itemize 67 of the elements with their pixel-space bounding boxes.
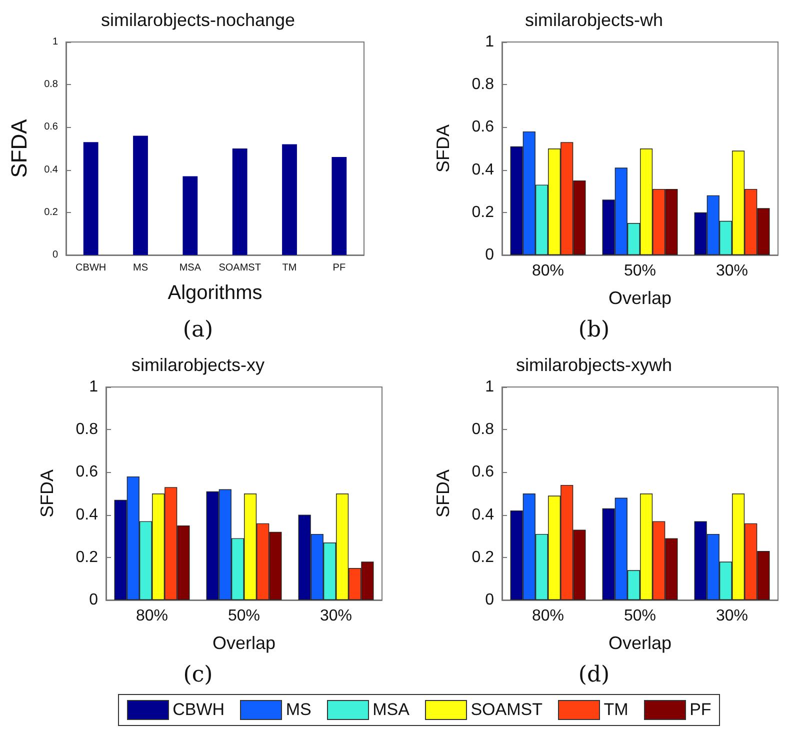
y-axis-title: SFDA	[433, 124, 453, 173]
legend-label: SOAMST	[470, 700, 543, 720]
x-tick-label: 80%	[532, 608, 564, 624]
x-tick-label: 50%	[624, 608, 656, 624]
x-tick-label: 30%	[716, 262, 748, 280]
x-tick-label: 30%	[320, 608, 352, 624]
y-tick-label: 0.2	[472, 204, 494, 221]
x-axis-title: Overlap	[608, 633, 672, 653]
y-tick-label: 0	[485, 246, 494, 264]
text: (c)	[183, 662, 213, 688]
y-tick-label: 1	[89, 378, 98, 396]
x-tick-label: MSA	[179, 262, 202, 274]
text: (b)	[578, 318, 610, 342]
y-tick-label: 0.4	[44, 164, 58, 176]
y-tick-label: 0	[485, 592, 494, 608]
y-tick-label: 0.4	[76, 506, 98, 524]
chart-title: similarobjects-nochange	[100, 10, 296, 30]
x-tick-label: 80%	[136, 608, 168, 624]
chart-title: similarobjects-xywh	[516, 355, 672, 375]
y-tick-label: 1	[52, 36, 58, 48]
text: (d)	[578, 662, 610, 688]
legend-label: TM	[604, 700, 628, 720]
y-tick-label: 0.8	[472, 76, 494, 94]
x-tick-label: 50%	[228, 608, 260, 624]
y-tick-label: 0	[52, 250, 58, 260]
y-tick-label: 0.8	[44, 79, 58, 90]
x-tick-label: CBWH	[76, 262, 106, 274]
chart-title: similarobjects-wh	[524, 10, 664, 30]
text: (a)	[182, 318, 214, 342]
x-axis-title: Overlap	[608, 288, 672, 308]
y-axis-title: SFDA	[6, 118, 32, 178]
y-axis-title: SFDA	[433, 469, 453, 518]
x-tick-label: 50%	[624, 262, 656, 280]
y-tick-label: 0.2	[472, 548, 494, 566]
y-tick-label: 0.2	[44, 206, 58, 218]
chart-title: similarobjects-xy	[131, 355, 265, 375]
y-tick-label: 0.4	[472, 161, 494, 178]
y-axis-title: SFDA	[37, 469, 57, 518]
bar	[133, 136, 148, 255]
y-tick-label: 0.6	[472, 118, 494, 136]
bar	[332, 157, 347, 255]
y-tick-label: 0.8	[472, 421, 494, 438]
bar	[182, 176, 198, 255]
y-tick-label: 0.6	[44, 122, 58, 133]
y-tick-label: 1	[485, 34, 494, 50]
bar	[83, 142, 98, 255]
bar	[282, 144, 297, 255]
x-tick-label: 80%	[532, 262, 564, 280]
x-axis-title: Overlap	[212, 633, 276, 653]
y-tick-label: 0.8	[76, 421, 98, 438]
legend-label: CBWH	[172, 700, 225, 720]
y-tick-label: 0.6	[472, 464, 494, 481]
legend-label: MS	[286, 700, 312, 720]
y-tick-label: 0.4	[472, 506, 494, 524]
x-tick-label: MS	[133, 262, 148, 274]
x-tick-label: PF	[332, 262, 346, 274]
x-tick-label: TM	[282, 262, 297, 274]
y-tick-label: 0.6	[76, 464, 98, 481]
x-tick-label: 30%	[716, 608, 748, 624]
y-tick-label: 0	[89, 592, 98, 608]
y-tick-label: 1	[485, 378, 494, 396]
legend-label: PF	[690, 700, 712, 720]
bar	[232, 148, 248, 255]
x-tick-label: SOAMST	[218, 262, 261, 274]
legend-label: MSA	[372, 700, 410, 720]
x-axis-title: Algorithms	[168, 282, 262, 304]
y-tick-label: 0.2	[76, 548, 98, 566]
